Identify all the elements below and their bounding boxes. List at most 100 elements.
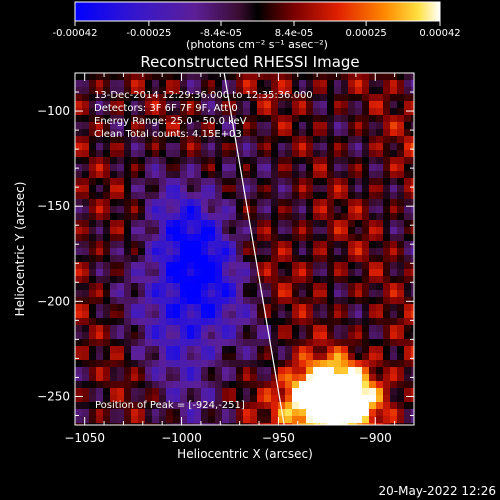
heatmap-cell — [313, 339, 320, 346]
heatmap-cell — [145, 318, 152, 325]
heatmap-cell — [215, 192, 222, 199]
heatmap-cell — [271, 94, 278, 101]
heatmap-cell — [145, 374, 152, 381]
heatmap-cell — [327, 192, 334, 199]
heatmap-cell — [173, 290, 180, 297]
heatmap-cell — [173, 192, 180, 199]
heatmap-cell — [369, 374, 376, 381]
heatmap-cell — [264, 227, 271, 234]
heatmap-cell — [96, 248, 103, 255]
heatmap-cell — [376, 94, 383, 101]
heatmap-cell — [299, 339, 306, 346]
heatmap-cell — [383, 367, 390, 374]
heatmap-cell — [271, 185, 278, 192]
heatmap-cell — [75, 136, 82, 143]
heatmap-cell — [278, 374, 285, 381]
heatmap-cell — [131, 101, 138, 108]
heatmap-cell — [222, 227, 229, 234]
heatmap-cell — [355, 178, 362, 185]
heatmap-cell — [187, 234, 194, 241]
heatmap-cell — [236, 143, 243, 150]
heatmap-cell — [159, 115, 166, 122]
heatmap-cell — [383, 339, 390, 346]
heatmap-cell — [397, 353, 404, 360]
heatmap-cell — [166, 269, 173, 276]
heatmap-cell — [306, 290, 313, 297]
heatmap-cell — [110, 353, 117, 360]
heatmap-cell — [313, 136, 320, 143]
heatmap-cell — [271, 199, 278, 206]
heatmap-cell — [96, 353, 103, 360]
heatmap-cell — [75, 94, 82, 101]
heatmap-cell — [376, 199, 383, 206]
heatmap-cell — [341, 255, 348, 262]
heatmap-cell — [404, 262, 411, 269]
heatmap-cell — [124, 416, 131, 423]
heatmap-cell — [292, 276, 299, 283]
heatmap-cell — [82, 395, 89, 402]
heatmap-cell — [243, 101, 250, 108]
heatmap-cell — [110, 416, 117, 423]
heatmap-cell — [103, 248, 110, 255]
heatmap-cell — [124, 122, 131, 129]
heatmap-cell — [159, 388, 166, 395]
heatmap-cell — [152, 199, 159, 206]
heatmap-cell — [257, 318, 264, 325]
heatmap-cell — [82, 220, 89, 227]
heatmap-cell — [250, 297, 257, 304]
heatmap-cell — [110, 248, 117, 255]
heatmap-cell — [180, 171, 187, 178]
heatmap-cell — [383, 178, 390, 185]
heatmap-cell — [117, 388, 124, 395]
heatmap-cell — [313, 311, 320, 318]
heatmap-cell — [236, 304, 243, 311]
heatmap-cell — [208, 388, 215, 395]
heatmap-cell — [215, 290, 222, 297]
heatmap-cell — [299, 220, 306, 227]
heatmap-cell — [103, 346, 110, 353]
heatmap-cell — [222, 297, 229, 304]
heatmap-cell — [96, 402, 103, 409]
heatmap-cell — [117, 87, 124, 94]
heatmap-cell — [208, 276, 215, 283]
heatmap-cell — [383, 269, 390, 276]
heatmap-cell — [397, 381, 404, 388]
heatmap-cell — [138, 115, 145, 122]
heatmap-cell — [103, 402, 110, 409]
heatmap-cell — [376, 220, 383, 227]
heatmap-cell — [194, 122, 201, 129]
heatmap-cell — [355, 255, 362, 262]
heatmap-cell — [131, 241, 138, 248]
heatmap-cell — [264, 297, 271, 304]
heatmap-cell — [82, 108, 89, 115]
heatmap-cell — [173, 346, 180, 353]
heatmap-cell — [236, 185, 243, 192]
heatmap-cell — [264, 346, 271, 353]
heatmap-cell — [257, 367, 264, 374]
heatmap-cell — [362, 227, 369, 234]
heatmap-cell — [152, 353, 159, 360]
heatmap-cell — [159, 94, 166, 101]
heatmap-cell — [299, 395, 306, 402]
heatmap-cell — [285, 269, 292, 276]
heatmap-cell — [159, 360, 166, 367]
heatmap-cell — [299, 423, 306, 425]
heatmap-cell — [306, 262, 313, 269]
heatmap-cell — [89, 241, 96, 248]
heatmap-cell — [369, 108, 376, 115]
heatmap-cell — [313, 367, 320, 374]
heatmap-cell — [250, 73, 257, 80]
heatmap-cell — [103, 332, 110, 339]
heatmap-cell — [75, 269, 82, 276]
heatmap-cell — [376, 178, 383, 185]
heatmap-cell — [362, 276, 369, 283]
heatmap-cell — [96, 381, 103, 388]
heatmap-cell — [306, 339, 313, 346]
heatmap-cell — [404, 255, 411, 262]
heatmap-cell — [383, 402, 390, 409]
heatmap-cell — [166, 94, 173, 101]
heatmap-cell — [215, 423, 222, 425]
heatmap-cell — [159, 283, 166, 290]
heatmap-cell — [278, 423, 285, 425]
heatmap-cell — [411, 171, 414, 178]
